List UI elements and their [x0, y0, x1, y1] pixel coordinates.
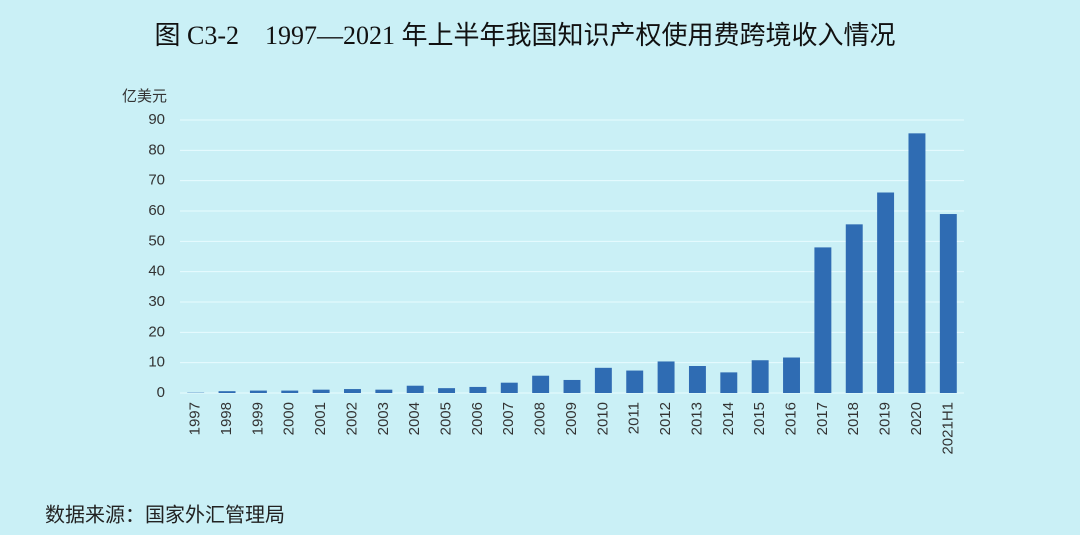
chart-title: 图 C3-2 1997—2021 年上半年我国知识产权使用费跨境收入情况: [154, 21, 895, 50]
x-tick-label: 1997: [187, 402, 204, 435]
bar: [500, 382, 518, 393]
x-tick-label: 2010: [594, 402, 611, 435]
y-tick-label: 20: [148, 323, 165, 340]
source: 数据来源：国家外汇管理局: [45, 503, 285, 526]
y-tick-label: 50: [148, 232, 165, 249]
x-tick-label: 1999: [249, 402, 266, 435]
bar: [908, 133, 926, 393]
x-tick-label: 2021H1: [939, 402, 956, 455]
bar: [657, 361, 675, 393]
bar: [626, 370, 644, 393]
x-tick-label: 2000: [281, 402, 298, 435]
y-tick-label: 30: [148, 293, 165, 310]
bar: [532, 375, 550, 393]
x-tick-label: 2014: [720, 402, 737, 435]
x-tick-label: 2011: [626, 402, 643, 434]
bar: [594, 367, 612, 393]
x-tick-label: 2008: [532, 402, 549, 435]
bar: [375, 389, 393, 393]
y-tick-label: 90: [148, 111, 165, 128]
bar: [814, 247, 832, 393]
bar: [845, 224, 863, 393]
bar: [312, 389, 330, 393]
bar: [344, 389, 361, 393]
x-tick-label: 2019: [877, 402, 894, 435]
y-tick-label: 0: [157, 384, 165, 401]
bar: [720, 372, 738, 393]
x-tick-label: 2015: [751, 402, 768, 435]
bar: [783, 357, 800, 393]
bar: [406, 385, 424, 393]
x-tick-label: 2001: [312, 402, 329, 435]
x-tick-label: 2009: [563, 402, 580, 435]
bar: [877, 192, 895, 393]
bar: [688, 366, 706, 393]
x-tick-label: 2012: [657, 402, 674, 435]
x-tick-label: 2016: [782, 402, 799, 435]
x-tick-label: 2006: [469, 402, 486, 435]
bar: [218, 391, 236, 393]
bar: [469, 386, 487, 393]
y-tick-label: 80: [148, 141, 165, 158]
bar: [249, 390, 267, 393]
bar: [751, 360, 769, 393]
x-tick-label: 2020: [908, 402, 925, 435]
y-tick-label: 40: [148, 263, 165, 280]
bar: [281, 390, 299, 393]
x-tick-label: 2017: [814, 402, 831, 435]
y-tick-label: 10: [148, 354, 165, 371]
x-tick-label: 1998: [218, 402, 235, 435]
x-tick-label: 2018: [845, 402, 862, 435]
x-tick-label: 2013: [688, 402, 705, 435]
y-tick-label: 60: [148, 202, 165, 219]
bar: [438, 388, 456, 393]
y-tick-label: 70: [148, 172, 165, 189]
x-tick-label: 2002: [343, 402, 360, 435]
x-tick-label: 2007: [500, 402, 517, 435]
bar: [563, 379, 581, 393]
x-tick-label: 2005: [438, 402, 455, 435]
x-tick-label: 2004: [406, 402, 423, 435]
x-tick-label: 2003: [375, 402, 392, 435]
y-unit: 亿美元: [122, 88, 167, 105]
bar: [939, 214, 957, 393]
